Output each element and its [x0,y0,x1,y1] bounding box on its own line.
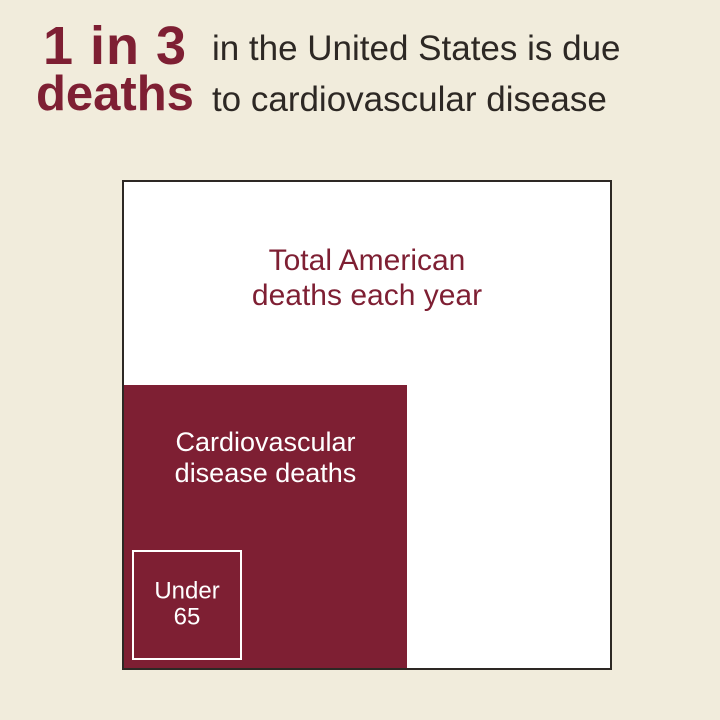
inner-box: Under 65 [132,550,242,660]
inner-label-line2: 65 [174,604,201,631]
inner-label-line1: Under [154,578,219,605]
headline-text: in the United States is due to cardiovas… [212,22,621,126]
outer-label-line1: Total American [269,244,466,277]
mid-label-line1: Cardiovascular [175,427,355,457]
headline-stat: 1 in 3 deaths [36,22,194,117]
outer-box: Total American deaths each year Cardiova… [122,180,612,670]
inner-box-label: Under 65 [134,579,240,632]
mid-box: Cardiovascular disease deaths Under 65 [124,385,407,668]
headline-line2: to cardiovascular disease [212,75,621,126]
outer-label-line2: deaths each year [252,279,482,312]
headline-stat-top: 1 in 3 [43,22,187,72]
headline-stat-bottom: deaths [36,72,194,117]
outer-box-label: Total American deaths each year [124,244,610,313]
nested-square-diagram: Total American deaths each year Cardiova… [122,180,612,670]
mid-box-label: Cardiovascular disease deaths [124,427,407,489]
mid-label-line2: disease deaths [175,458,357,488]
headline: 1 in 3 deaths in the United States is du… [36,22,690,126]
headline-line1: in the United States is due [212,24,621,75]
